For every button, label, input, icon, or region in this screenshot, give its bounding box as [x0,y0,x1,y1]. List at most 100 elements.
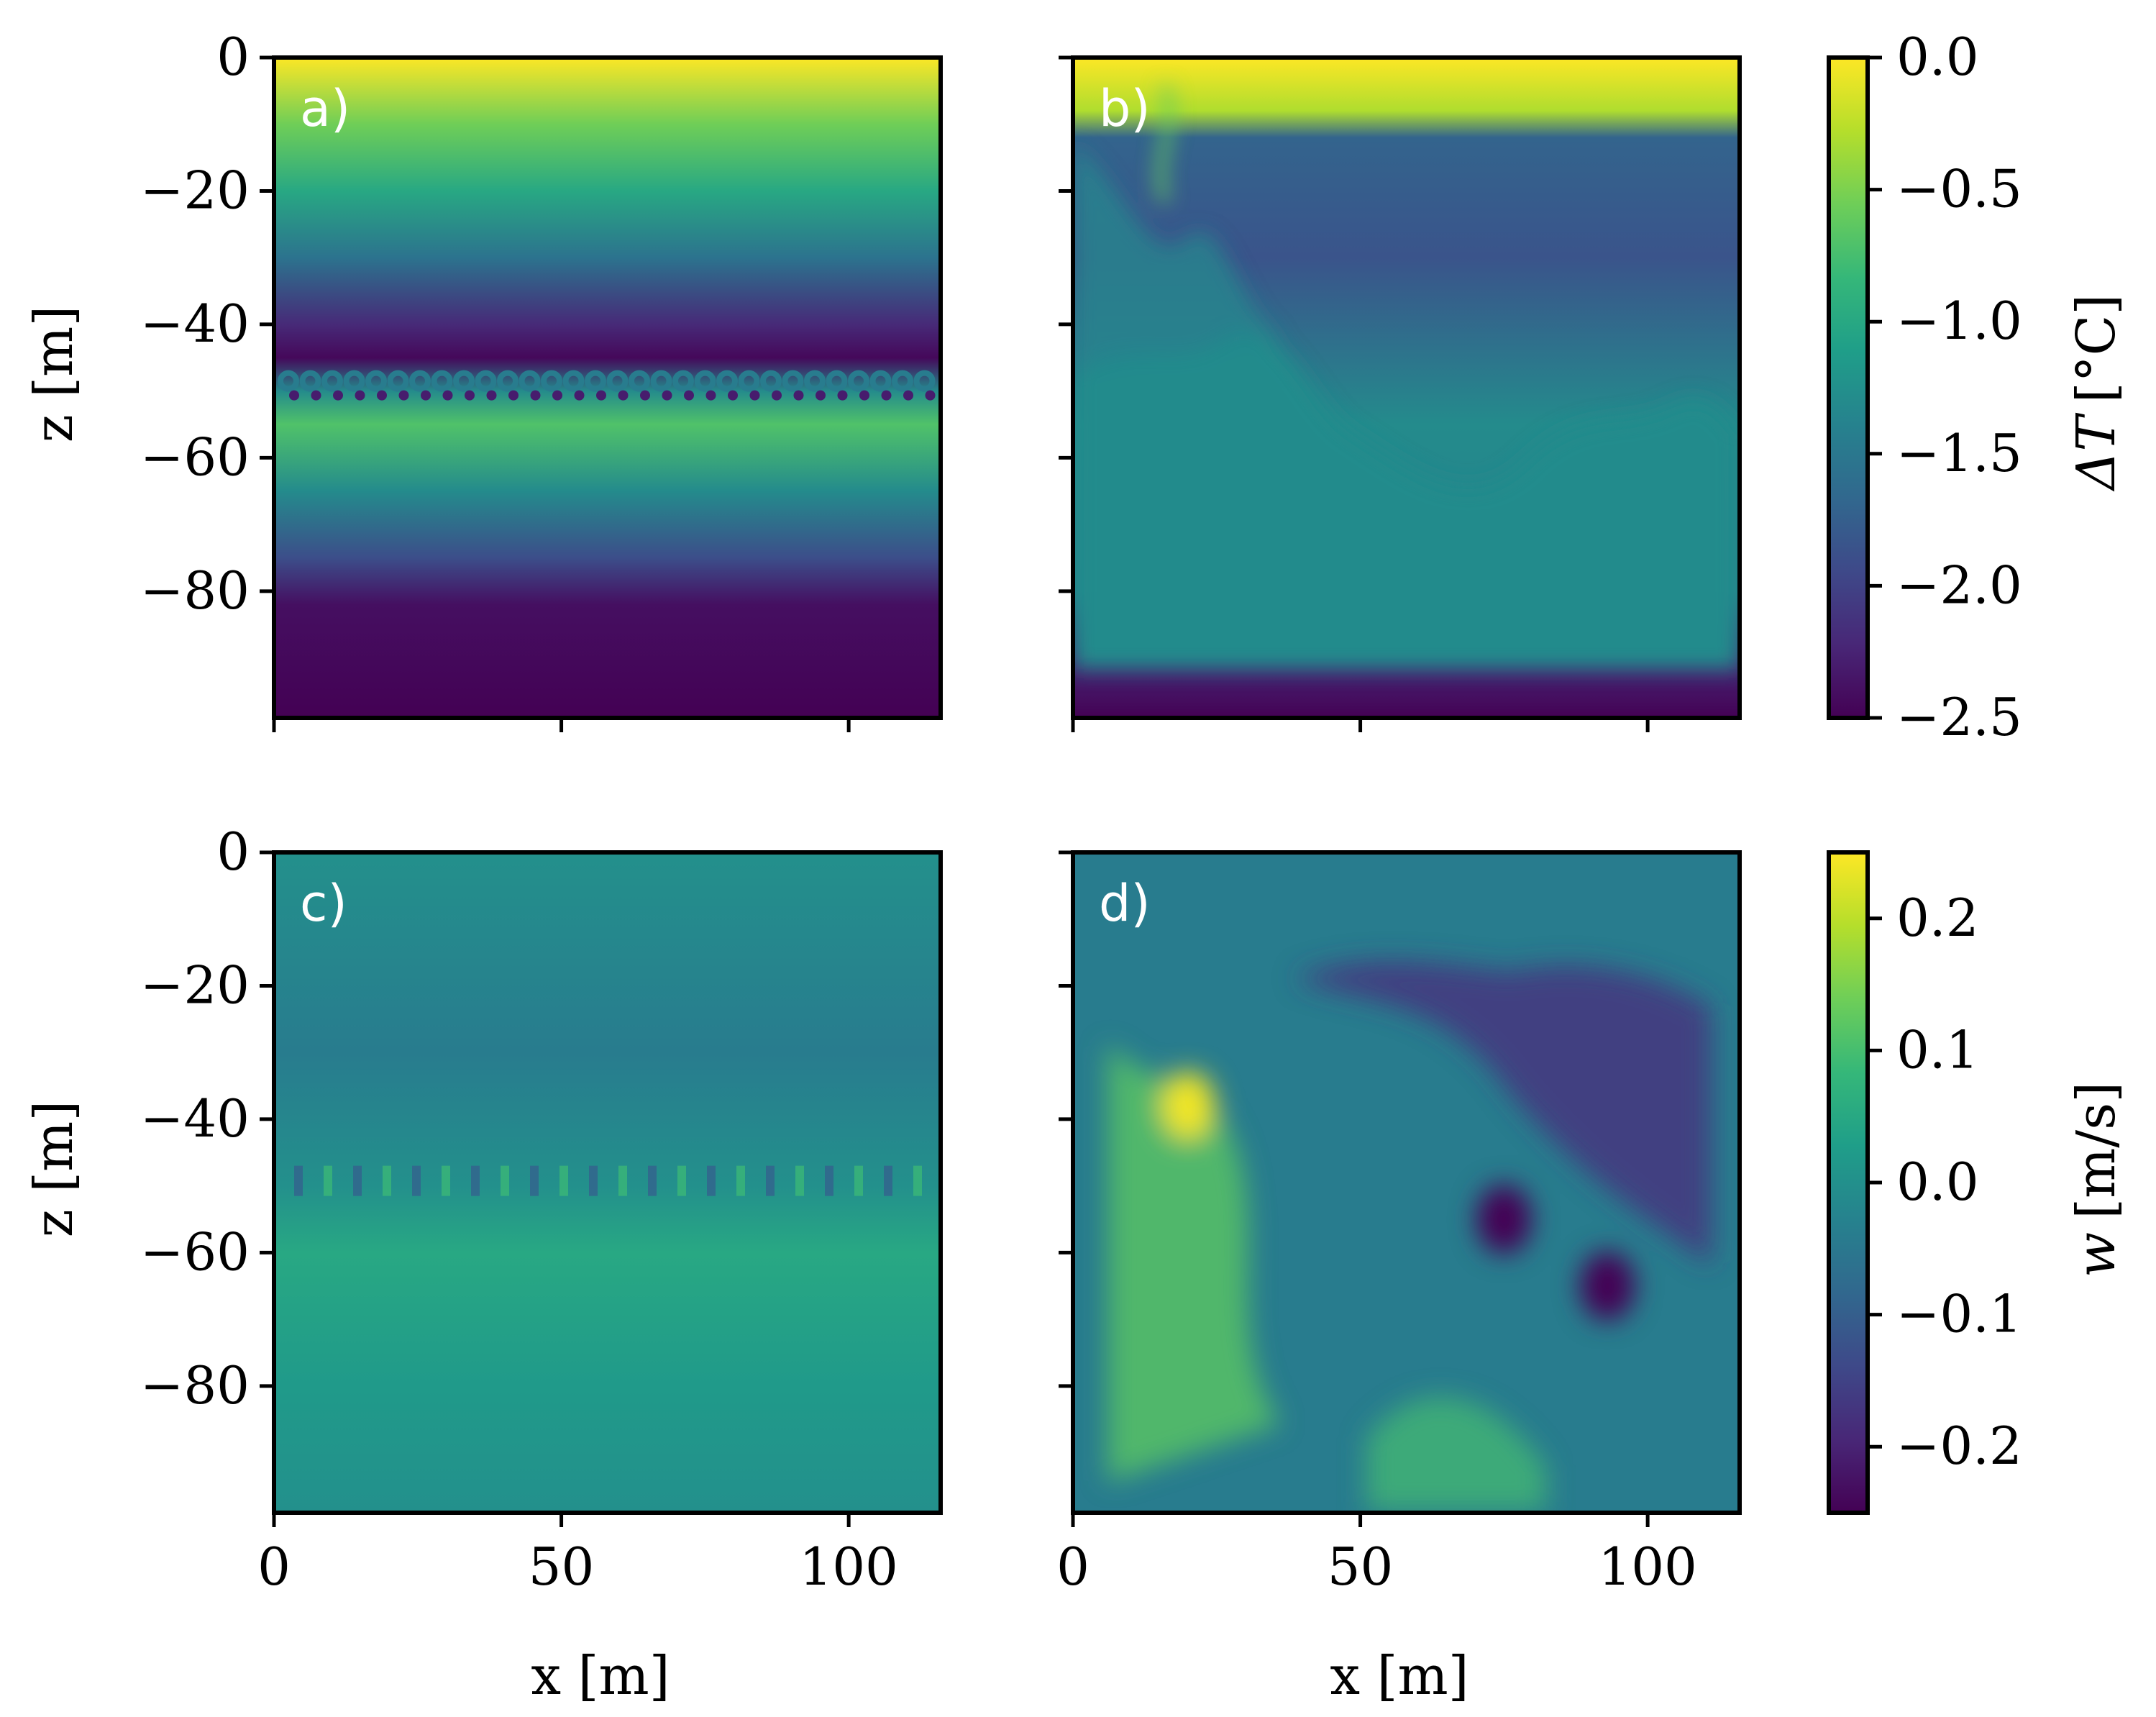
colorbar-tick-label-temperature: −2.5 [1896,687,2022,747]
kh-billow [650,370,672,392]
kh-billow-core [859,390,869,401]
kh-billow [606,370,629,392]
panel-a: a) 0 −20 −40 −60 −80 [140,27,943,732]
velocity-cell [825,1165,833,1196]
downdraft-region [1294,961,1712,1266]
velocity-cell [677,1165,686,1196]
kh-billow-core [574,390,585,401]
kh-billow-core [772,390,782,401]
ytick-label-a: −40 [140,293,250,354]
kh-billow-core [530,390,541,401]
kh-billow-core [596,390,606,401]
turbulent-plume-left [1073,144,1280,374]
ylabel-panel-a: z [m] [23,306,85,442]
panel-label-a: a) [300,79,350,138]
colorbar-temperature-symbol: ΔT [2065,413,2127,492]
colorbar-temperature-unit: [°C] [2065,294,2127,403]
colorbar-ramp-velocity [1829,852,1868,1513]
colorbar-temperature-label: ΔT [°C] [2065,294,2127,492]
xtick-label-d: 100 [1598,1536,1696,1597]
kh-billow [453,370,475,392]
axes-frame-a [272,55,943,720]
kh-billow-core [705,390,716,401]
heatmap-field-b [1073,58,1740,718]
heatmap-background-c [274,852,941,1513]
panel-label-c: c) [300,874,347,933]
kh-billow-core [749,390,760,401]
kh-billow [913,370,936,392]
velocity-cell [559,1165,568,1196]
velocity-cell [884,1165,892,1196]
colorbar-tick-label-velocity: 0.1 [1896,1019,1979,1080]
velocity-cell [648,1165,657,1196]
kh-billow [782,370,804,392]
ytick-label-a: −60 [140,427,250,487]
ylabel-panel-c: z [m] [23,1101,85,1237]
colorbar-frame-temperature [1827,55,1870,720]
panel-label-d: d) [1099,874,1151,933]
kh-billow [365,370,387,392]
colorbar-velocity-label: w [m/s] [2065,1082,2127,1277]
ytick-label-c: −60 [140,1221,250,1282]
xtick-label-d: 0 [1056,1536,1090,1597]
heatmap-field-a [274,58,941,718]
colorbar-tick-label-velocity: −0.1 [1896,1284,2022,1344]
velocity-cell [707,1165,716,1196]
ytick-label-a: 0 [216,27,250,87]
kh-billow-core [662,390,672,401]
updraft-plume-lower [1366,1397,1546,1511]
kh-billow-core [881,390,892,401]
turbulent-streak [1156,85,1174,203]
kh-billow [694,370,716,392]
kh-billow-core [442,390,453,401]
colorbar-velocity-unit: [m/s] [2065,1082,2127,1219]
kh-billow [738,370,760,392]
colorbar-tick-label-velocity: −0.2 [1896,1416,2022,1476]
colorbar-tick-label-temperature: −2.0 [1896,555,2022,615]
velocity-cell [530,1165,539,1196]
colorbar-tick-label-temperature: −1.5 [1896,423,2022,483]
kh-billow [869,370,892,392]
kh-billow-core [618,390,629,401]
velocity-cell [412,1165,421,1196]
xtick-label-c: 0 [257,1536,291,1597]
colorbar-tick-label-temperature: −0.5 [1896,159,2022,219]
velocity-cell [854,1165,863,1196]
kh-billow-core [355,390,365,401]
colorbar-temperature: 0.0 −0.5 −1.0 −1.5 −2.0 −2.5 [1827,27,2022,747]
kh-billow [431,370,453,392]
kh-billow-core [728,390,738,401]
velocity-cell [324,1165,332,1196]
heatmap-field-d [1073,852,1740,1513]
heatmap-field-c [274,852,941,1513]
kh-billow [848,370,869,392]
colorbar-velocity-symbol: w [2065,1232,2127,1277]
panel-d: d) 0 50 100 [1056,850,1742,1597]
kh-billow-core [837,390,848,401]
kh-billow [585,370,606,392]
kh-billow-core [552,390,562,401]
colorbar-tick-label-temperature: 0.0 [1896,27,1979,87]
axes-frame-c [272,850,943,1515]
velocity-cell [795,1165,804,1196]
kh-billow-core [684,390,694,401]
velocity-cell [294,1165,303,1196]
kh-billow-core [640,390,650,401]
ytick-label-a: −20 [140,160,250,220]
kh-billow [475,370,497,392]
velocity-cell [442,1165,450,1196]
kh-billow [278,370,299,392]
kh-billow-core [289,390,299,401]
panel-c: c) 0 −20 −40 −60 −80 0 50 100 [140,821,943,1597]
kh-billow [562,370,585,392]
kh-billow [804,370,826,392]
velocity-cell [589,1165,598,1196]
velocity-cell [383,1165,391,1196]
kh-billow [672,370,694,392]
kh-billow-core [486,390,497,401]
kh-billow [760,370,782,392]
velocity-cell [618,1165,627,1196]
velocity-cell [736,1165,745,1196]
xtick-label-c: 50 [529,1536,595,1597]
